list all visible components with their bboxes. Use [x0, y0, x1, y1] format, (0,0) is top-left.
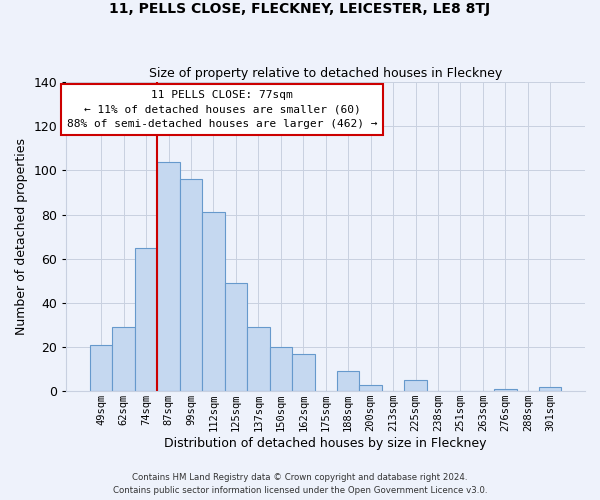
Bar	[494, 389, 517, 391]
Text: Contains HM Land Registry data © Crown copyright and database right 2024.
Contai: Contains HM Land Registry data © Crown c…	[113, 474, 487, 495]
Title: Size of property relative to detached houses in Fleckney: Size of property relative to detached ho…	[149, 66, 502, 80]
Bar	[539, 387, 562, 391]
Text: 11, PELLS CLOSE, FLECKNEY, LEICESTER, LE8 8TJ: 11, PELLS CLOSE, FLECKNEY, LEICESTER, LE…	[109, 2, 491, 16]
Text: 11 PELLS CLOSE: 77sqm
← 11% of detached houses are smaller (60)
88% of semi-deta: 11 PELLS CLOSE: 77sqm ← 11% of detached …	[67, 90, 377, 130]
Bar	[292, 354, 314, 391]
Bar	[180, 179, 202, 391]
Bar	[90, 345, 112, 391]
Bar	[157, 162, 180, 391]
Bar	[269, 347, 292, 391]
Y-axis label: Number of detached properties: Number of detached properties	[15, 138, 28, 335]
Bar	[247, 327, 269, 391]
Bar	[359, 384, 382, 391]
X-axis label: Distribution of detached houses by size in Fleckney: Distribution of detached houses by size …	[164, 437, 487, 450]
Bar	[404, 380, 427, 391]
Bar	[337, 372, 359, 391]
Bar	[135, 248, 157, 391]
Bar	[112, 327, 135, 391]
Bar	[225, 283, 247, 391]
Bar	[202, 212, 225, 391]
